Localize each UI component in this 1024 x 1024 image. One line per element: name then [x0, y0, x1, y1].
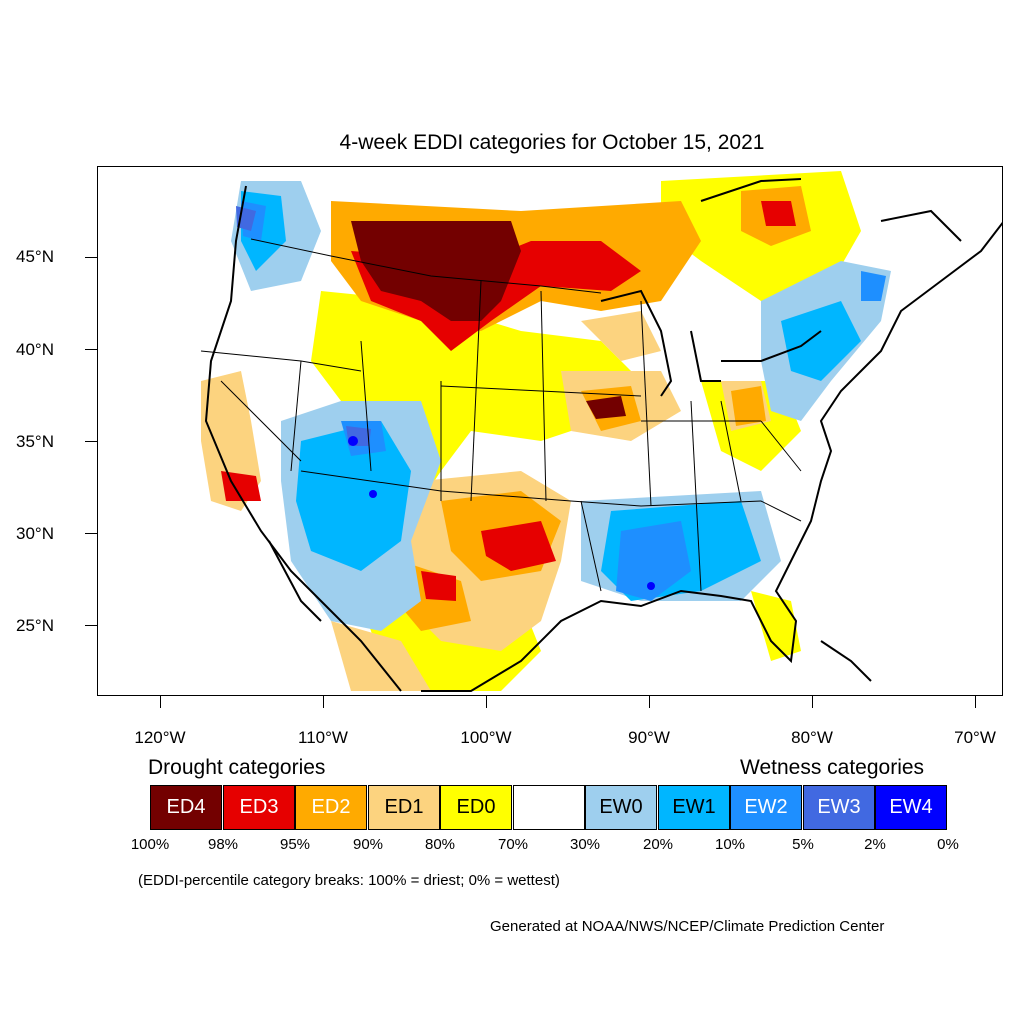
- legend-box-ew2: EW2: [730, 785, 802, 830]
- lon-label-90w: 90°W: [628, 728, 670, 747]
- lon-label-70w: 70°W: [954, 728, 996, 747]
- legend-box-ed1: ED1: [368, 785, 440, 830]
- percentile-label: 0%: [937, 836, 959, 853]
- lat-tick: [85, 257, 97, 258]
- ed4-region: [351, 221, 626, 419]
- percentile-label: 5%: [792, 836, 814, 853]
- boundary-lines: [200, 238, 802, 592]
- legend-box-ed3: ED3: [223, 785, 295, 830]
- lat-tick: [85, 441, 97, 442]
- legend-box-ew1: EW1: [658, 785, 730, 830]
- lon-tick: [812, 696, 813, 708]
- percentile-label: 2%: [864, 836, 886, 853]
- lon-tick: [160, 696, 161, 708]
- lat-label-30: 30°N: [16, 524, 54, 543]
- ew2-region: [241, 201, 886, 601]
- percentile-label: 80%: [424, 836, 456, 853]
- percentile-label: 30%: [569, 836, 601, 853]
- legend-box-normal: [513, 785, 585, 830]
- percentile-label: 10%: [714, 836, 746, 853]
- eddi-map: [200, 171, 1002, 692]
- drought-heading: Drought categories: [148, 756, 326, 779]
- lat-label-40: 40°N: [16, 340, 54, 359]
- lat-label-35: 35°N: [16, 432, 54, 451]
- percentile-label: 20%: [642, 836, 674, 853]
- lon-label-110w: 110°W: [298, 728, 348, 747]
- lon-label-80w: 80°W: [791, 728, 833, 747]
- lon-label-120w: 120°W: [134, 728, 186, 747]
- lon-label-100w: 100°W: [460, 728, 512, 747]
- lat-tick: [85, 533, 97, 534]
- lat-tick: [85, 349, 97, 350]
- lon-tick: [975, 696, 976, 708]
- lon-tick: [486, 696, 487, 708]
- legend-box-ew3: EW3: [803, 785, 875, 830]
- lat-tick: [85, 625, 97, 626]
- lat-label-25: 25°N: [16, 616, 54, 635]
- percentile-label: 100%: [130, 836, 170, 853]
- percentile-label: 90%: [352, 836, 384, 853]
- lon-tick: [323, 696, 324, 708]
- map-title: 4-week EDDI categories for October 15, 2…: [339, 131, 765, 154]
- ew4-region: [348, 436, 655, 590]
- legend-box-ed4: ED4: [150, 785, 222, 830]
- category-note: (EDDI-percentile category breaks: 100% =…: [138, 872, 560, 889]
- legend-box-ed2: ED2: [295, 785, 367, 830]
- wetness-heading: Wetness categories: [740, 756, 925, 779]
- legend-box-ew4: EW4: [875, 785, 947, 830]
- coastline: [204, 178, 1002, 692]
- lon-tick: [649, 696, 650, 708]
- map-area: [97, 166, 1003, 696]
- percentile-label: 98%: [207, 836, 239, 853]
- percentile-label: 95%: [279, 836, 311, 853]
- lat-label-45: 45°N: [16, 247, 54, 266]
- legend-box-ew0: EW0: [585, 785, 657, 830]
- legend-box-ed0: ED0: [440, 785, 512, 830]
- percentile-label: 70%: [497, 836, 529, 853]
- credit-line: Generated at NOAA/NWS/NCEP/Climate Predi…: [490, 918, 885, 935]
